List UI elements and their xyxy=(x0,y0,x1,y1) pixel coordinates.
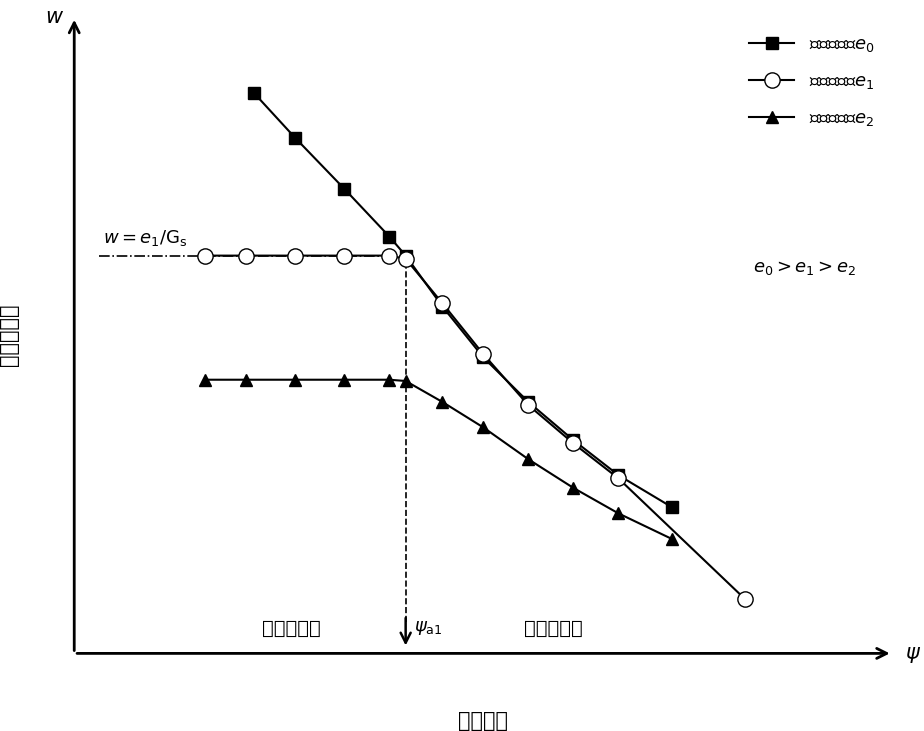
Text: w: w xyxy=(45,7,62,27)
Text: $w=e_1/\mathrm{G_s}$: $w=e_1/\mathrm{G_s}$ xyxy=(103,228,188,248)
Text: 低吸力阶段: 低吸力阶段 xyxy=(261,618,321,637)
Text: 基质吸力: 基质吸力 xyxy=(458,711,508,731)
Text: ψ: ψ xyxy=(905,643,918,664)
Text: 高吸力阶段: 高吸力阶段 xyxy=(524,618,582,637)
Legend: 初始孔隙比$e_0$, 初始孔隙比$e_1$, 初始孔隙比$e_2$: 初始孔隙比$e_0$, 初始孔隙比$e_1$, 初始孔隙比$e_2$ xyxy=(740,26,883,137)
Text: $\psi_{\mathrm{a1}}$: $\psi_{\mathrm{a1}}$ xyxy=(414,619,443,637)
Text: 质量含水量: 质量含水量 xyxy=(0,304,18,366)
Text: $e_0>e_1>e_2$: $e_0>e_1>e_2$ xyxy=(753,259,857,277)
